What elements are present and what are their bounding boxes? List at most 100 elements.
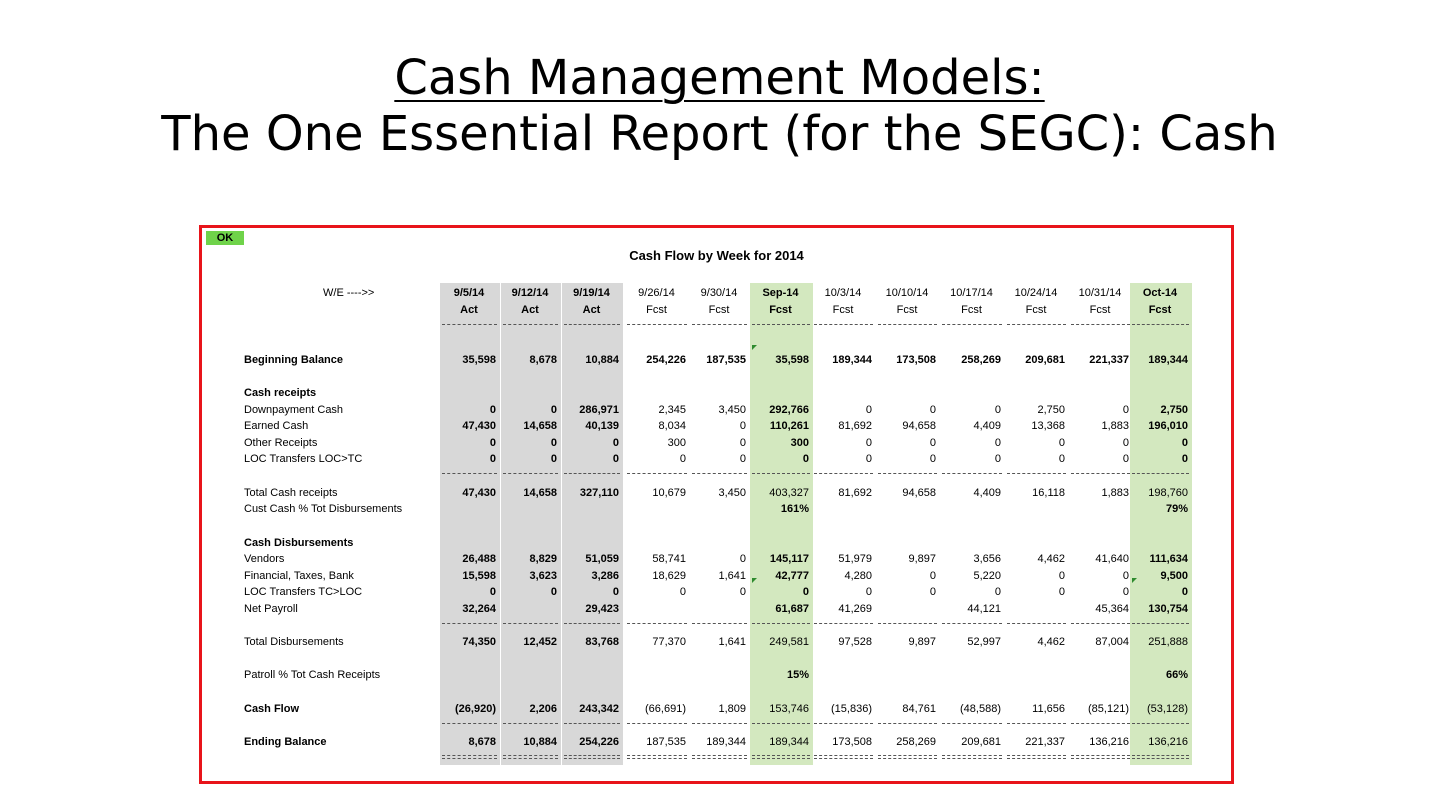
value-cell: 94,658 <box>902 487 936 499</box>
column-header-type: Act <box>582 304 601 316</box>
subtotal-rule <box>692 623 747 624</box>
value-cell: 254,226 <box>646 354 686 366</box>
value-cell: 130,754 <box>1148 603 1188 615</box>
subtotal-rule <box>503 623 558 624</box>
column-header-date: Oct-14 <box>1142 287 1178 299</box>
value-cell: 292,766 <box>769 404 809 416</box>
subtotal-rule <box>1071 324 1130 325</box>
value-cell: 209,681 <box>961 736 1001 748</box>
subtotal-rule <box>503 473 558 474</box>
double-rule <box>1132 755 1189 759</box>
value-cell: 189,344 <box>832 354 872 366</box>
subtotal-rule <box>627 723 687 724</box>
column-header-date: 9/12/14 <box>511 287 549 299</box>
subtotal-rule <box>564 324 620 325</box>
value-cell: (85,121) <box>1088 703 1129 715</box>
value-cell: 52,997 <box>967 636 1001 648</box>
value-cell: 110,261 <box>769 420 809 432</box>
subtotal-rule <box>752 324 810 325</box>
value-cell: 286,971 <box>579 404 619 416</box>
row-label: Ending Balance <box>244 736 327 748</box>
value-cell: 29,423 <box>585 603 619 615</box>
column-shade <box>440 283 500 765</box>
value-cell: 81,692 <box>838 420 872 432</box>
subtotal-rule <box>1132 723 1189 724</box>
value-cell: 111,634 <box>1149 553 1188 565</box>
value-cell: 300 <box>790 437 809 449</box>
value-cell: 0 <box>1058 570 1065 582</box>
value-cell: 209,681 <box>1025 354 1065 366</box>
value-cell: 254,226 <box>579 736 619 748</box>
value-cell: 51,979 <box>838 553 872 565</box>
value-cell: 0 <box>1181 453 1188 465</box>
value-cell: 87,004 <box>1095 636 1129 648</box>
value-cell: 15% <box>786 669 809 681</box>
value-cell: 0 <box>929 404 936 416</box>
subtotal-rule <box>814 723 873 724</box>
subtotal-rule <box>752 473 810 474</box>
subtotal-rule <box>878 324 937 325</box>
value-cell: 9,897 <box>908 636 936 648</box>
column-header-date: 10/31/14 <box>1078 287 1122 299</box>
value-cell: 187,535 <box>706 354 746 366</box>
value-cell: 0 <box>1122 453 1129 465</box>
row-label: Cash Flow <box>244 703 300 715</box>
subtotal-rule <box>942 623 1002 624</box>
slide-title-text-1: Cash Management Models: <box>394 50 1045 106</box>
value-cell: 58,741 <box>652 553 686 565</box>
value-cell: 4,409 <box>973 420 1001 432</box>
row-label: Cust Cash % Tot Disbursements <box>244 503 403 515</box>
subtotal-rule <box>627 324 687 325</box>
subtotal-rule <box>942 473 1002 474</box>
value-cell: 0 <box>739 553 746 565</box>
value-cell: 10,679 <box>652 487 686 499</box>
value-cell: 1,641 <box>718 570 746 582</box>
value-cell: 16,118 <box>1032 487 1065 499</box>
cell-note-marker <box>1132 578 1137 583</box>
row-label: Beginning Balance <box>244 354 344 366</box>
subtotal-rule <box>692 324 747 325</box>
subtotal-rule <box>1071 623 1130 624</box>
cash-flow-table: W/E ---->> 9/5/14 Act 9/12/14 Act 9/19/14 Act 9… <box>202 228 1231 781</box>
column-header-date: 9/5/14 <box>453 287 485 299</box>
value-cell: 84,761 <box>902 703 936 715</box>
subtotal-rule <box>442 324 497 325</box>
value-cell: 145,117 <box>769 553 809 565</box>
subtotal-rule <box>1007 473 1066 474</box>
value-cell: 74,350 <box>462 636 496 648</box>
row-label: Cash receipts <box>244 387 317 399</box>
row-label: Other Receipts <box>244 437 318 449</box>
value-cell: 3,450 <box>718 487 746 499</box>
subtotal-rule <box>503 324 558 325</box>
value-cell: 3,656 <box>973 553 1001 565</box>
column-header-type: Fcst <box>708 304 730 316</box>
double-rule <box>692 755 747 759</box>
value-cell: 0 <box>929 586 936 598</box>
value-cell: 0 <box>550 586 557 598</box>
slide-title-line-2: The One Essential Report (for the SEGC):… <box>161 106 1278 162</box>
value-cell: 61,687 <box>775 603 809 615</box>
double-rule <box>752 755 810 759</box>
double-rule <box>1007 755 1066 759</box>
subtotal-rule <box>692 723 747 724</box>
value-cell: 9,500 <box>1160 570 1188 582</box>
cash-flow-spreadsheet: OK Cash Flow by Week for 2014 W/E ---->>… <box>199 225 1234 784</box>
row-label: Cash Disbursements <box>244 537 354 549</box>
value-cell: 221,337 <box>1089 354 1129 366</box>
value-cell: 0 <box>1181 586 1188 598</box>
value-cell: 0 <box>865 453 872 465</box>
value-cell: 35,598 <box>775 354 809 366</box>
value-cell: 0 <box>994 453 1001 465</box>
subtotal-rule <box>814 473 873 474</box>
value-cell: 0 <box>489 437 496 449</box>
value-cell: 83,768 <box>585 636 619 648</box>
value-cell: 0 <box>929 570 936 582</box>
column-header-date: 10/10/14 <box>885 287 929 299</box>
value-cell: 153,746 <box>769 703 809 715</box>
column-header-type: Fcst <box>769 304 792 316</box>
value-cell: 0 <box>739 586 746 598</box>
value-cell: 0 <box>679 453 686 465</box>
column-header-date: 10/24/14 <box>1014 287 1058 299</box>
value-cell: 0 <box>865 437 872 449</box>
column-header-type: Fcst <box>961 304 982 316</box>
